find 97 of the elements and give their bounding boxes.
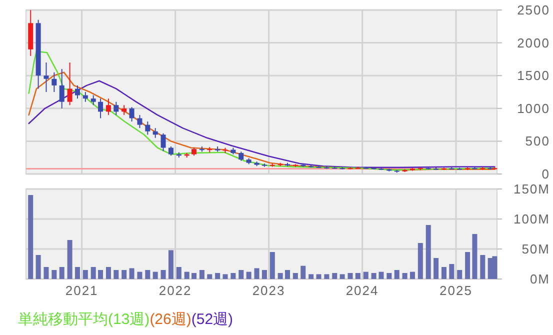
bar [340,274,345,279]
bar [106,267,111,279]
bar [238,270,244,279]
candlestick [52,72,57,92]
candlestick [114,101,119,116]
candlestick [122,104,127,116]
bar [418,243,423,279]
y-tick-label: 150M [513,182,550,196]
bar [449,264,454,279]
bar [254,268,260,279]
candlestick [238,151,244,162]
x-tick-label: 2025 [440,283,472,298]
candlestick [152,128,158,138]
y-tick-label: 2500 [517,2,550,18]
bar [262,270,267,279]
text: 単純移動平均(13週) [18,311,150,328]
bar [480,255,486,279]
bar [492,256,498,279]
bar [230,273,236,279]
y-tick-label: 0M [530,272,550,286]
bar [44,267,49,279]
bar [363,272,368,279]
bar [222,274,228,279]
bar [59,267,64,279]
candlestick [98,98,104,119]
candlestick [137,114,142,129]
bar [292,273,298,279]
bar [332,273,338,279]
bar [176,267,182,279]
text: (52週) [191,311,234,328]
y-tick-label: 2000 [517,35,550,50]
x-tick-label: 2023 [252,283,286,298]
bar [270,252,275,279]
candlestick [44,62,49,92]
candlestick [82,92,88,102]
bar [122,270,127,279]
bar [324,274,330,279]
candlestick [74,84,80,100]
bar [82,270,88,279]
candlestick [106,98,111,116]
bar [52,270,57,279]
bar [284,270,290,279]
bar [316,274,322,279]
bar [168,250,174,279]
bar [246,272,252,279]
bar [215,273,220,279]
bar [28,195,34,279]
bar [348,273,353,279]
bar [207,274,212,279]
candlestick [67,62,72,106]
bar [402,273,408,279]
bar [465,252,470,279]
candlestick [145,121,150,136]
bar [152,272,158,279]
bar [300,266,306,279]
bar [457,270,462,279]
x-tick-label: 2021 [65,283,98,298]
bar [472,234,478,279]
text: (26週) [150,311,192,328]
bar [67,240,72,279]
bar [394,270,400,279]
bar [371,273,376,279]
bar [184,272,190,279]
y-tick-label: 0 [542,166,550,182]
bar [199,270,204,279]
bar [145,270,150,279]
x-tick-label: 2024 [346,283,379,298]
y-tick-label: 50M [522,242,550,256]
y-tick-label: 100M [513,212,550,226]
bar [410,272,415,279]
bar [90,267,96,279]
x-tick-label: 2022 [158,283,192,298]
bar [74,267,80,279]
line-series [28,50,496,171]
candlestick [90,94,96,106]
candlestick [59,68,64,109]
bar [160,270,166,279]
bar [137,272,142,279]
bar [98,270,104,279]
candlestick [168,146,174,156]
bar [129,268,134,279]
y-tick-label: 1000 [517,100,550,116]
bar [426,225,431,279]
bar [36,255,41,279]
y-tick-label: 1500 [517,68,550,84]
candlestick [129,106,134,122]
bar [355,273,360,279]
bar [441,267,446,279]
bar [278,273,283,279]
bar [192,273,197,279]
bar [386,273,392,279]
candlestick [160,132,166,152]
y-tick-label: 500 [525,134,550,149]
bar [434,258,439,279]
bar [378,272,384,279]
bar [114,270,119,279]
bar [308,274,314,279]
